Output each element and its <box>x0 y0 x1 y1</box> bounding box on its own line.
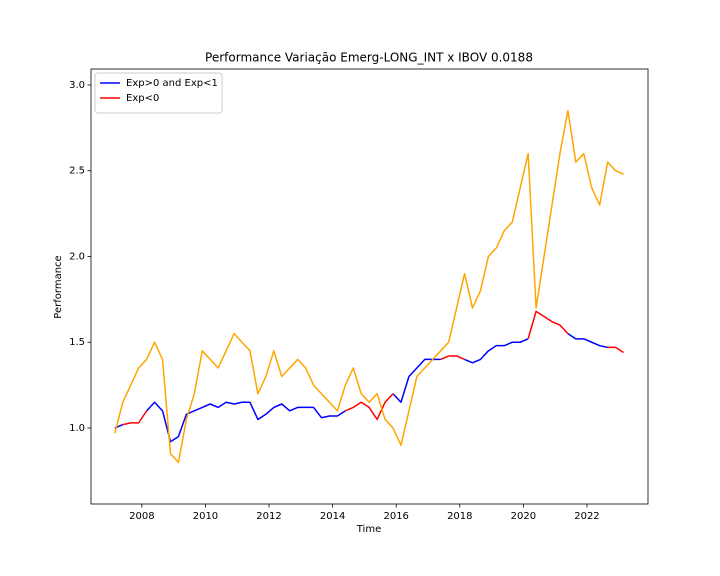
y-tick-label: 2.0 <box>69 251 85 262</box>
y-axis-label: Performance <box>53 255 64 318</box>
x-tick-label: 2016 <box>383 511 408 522</box>
y-tick-label: 1.0 <box>69 423 85 434</box>
legend-label: Exp<0 <box>126 93 159 104</box>
series-line <box>114 333 608 443</box>
y-tick-label: 1.5 <box>69 337 85 348</box>
x-tick-label: 2022 <box>574 511 599 522</box>
x-tick-label: 2008 <box>129 511 154 522</box>
legend: Exp>0 and Exp<1 Exp<0 <box>94 72 223 114</box>
x-axis-label: Time <box>356 524 381 535</box>
y-tick-label: 3.0 <box>69 80 85 91</box>
series-line <box>114 109 624 464</box>
chart-title: Performance Variação Emerg-LONG_INT x IB… <box>205 51 533 65</box>
series-line <box>122 310 624 426</box>
y-tick-label: 2.5 <box>69 166 85 177</box>
legend-box <box>94 72 223 114</box>
x-tick-label: 2018 <box>447 511 472 522</box>
x-tick-label: 2014 <box>320 511 345 522</box>
x-tick-label: 2020 <box>511 511 536 522</box>
x-tick-label: 2010 <box>193 511 218 522</box>
legend-label: Exp>0 and Exp<1 <box>126 78 218 89</box>
axes-frame <box>90 68 649 505</box>
x-tick-label: 2012 <box>256 511 281 522</box>
